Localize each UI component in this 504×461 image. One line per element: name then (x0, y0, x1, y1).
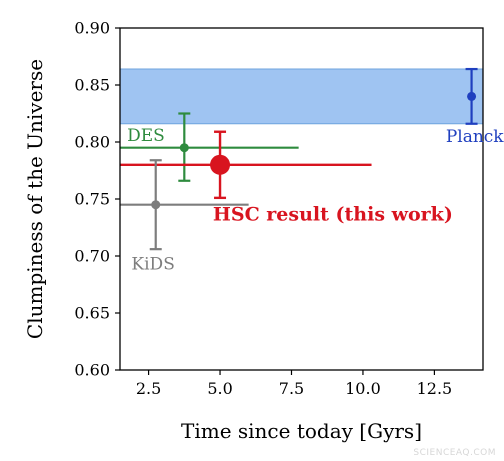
x-axis-title: Time since today [Gyrs] (181, 419, 422, 443)
watermark-text: SCIENCEAQ.COM (413, 448, 496, 458)
y-tick-label: 0.85 (74, 76, 110, 95)
planck-label: Planck (446, 127, 504, 147)
x-axis-ticks: 2.5 5.0 7.5 10.0 12.5 (136, 370, 452, 398)
planck-data-point (467, 91, 477, 101)
series-des (120, 112, 299, 182)
annotation-labels: Planck DES HSC result (this work) KiDS (127, 126, 504, 275)
des-data-point (179, 143, 189, 153)
y-tick-label: 0.80 (74, 133, 110, 152)
x-tick-label: 2.5 (136, 379, 161, 398)
x-tick-label: 12.5 (417, 379, 453, 398)
x-tick-label: 7.5 (279, 379, 304, 398)
x-tick-label: 5.0 (207, 379, 232, 398)
y-tick-label: 0.75 (74, 190, 110, 209)
y-tick-label: 0.70 (74, 247, 110, 266)
series-layer (120, 67, 478, 251)
series-kids (120, 159, 249, 251)
y-tick-label: 0.60 (74, 361, 110, 380)
des-label: DES (127, 126, 165, 146)
kids-data-point (151, 200, 161, 210)
series-hsc-result-this-work (120, 130, 372, 200)
band-layer (120, 68, 483, 125)
series-planck (465, 67, 478, 125)
kids-label: KiDS (131, 255, 174, 275)
planck-band (120, 69, 483, 124)
y-tick-label: 0.65 (74, 304, 110, 323)
y-tick-label: 0.90 (74, 19, 110, 38)
hsc-result-this-work-data-point (210, 154, 231, 175)
hsc-result-this-work-label: HSC result (this work) (213, 204, 453, 226)
y-axis-ticks: 0.60 0.65 0.70 0.75 0.80 0.85 0.90 (74, 19, 120, 380)
y-axis-title: Clumpiness of the Universe (23, 59, 47, 339)
x-tick-label: 10.0 (345, 379, 381, 398)
